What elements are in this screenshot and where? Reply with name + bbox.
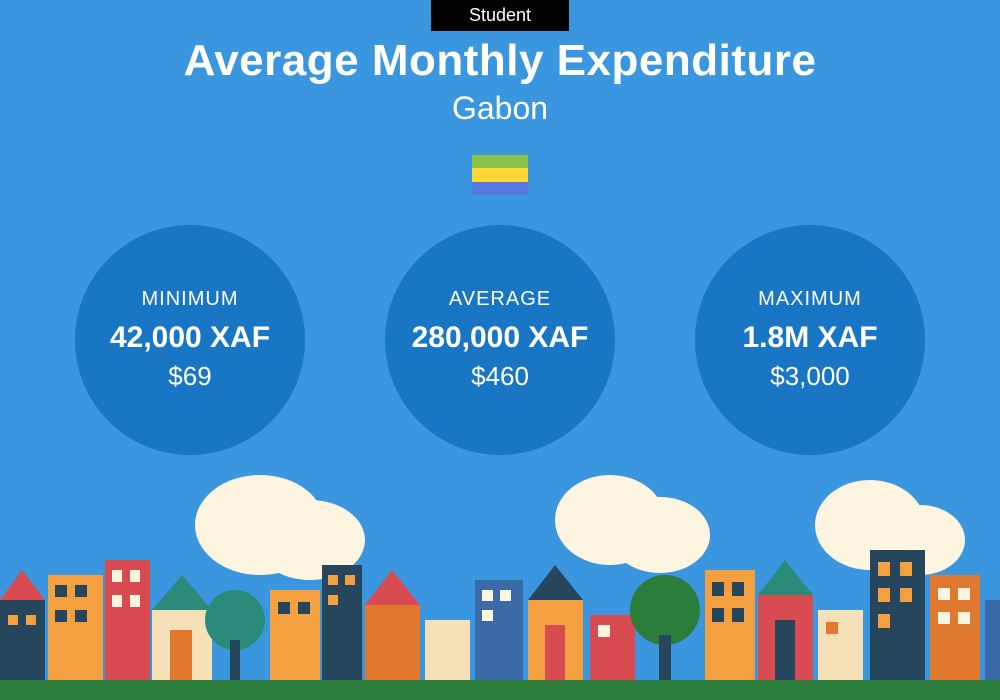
stat-value: 42,000 XAF — [110, 321, 270, 355]
cityscape-illustration — [0, 470, 1000, 700]
infographic-canvas: Student Average Monthly Expenditure Gabo… — [0, 0, 1000, 700]
stat-circle-minimum: MINIMUM 42,000 XAF $69 — [75, 225, 305, 455]
stat-circle-maximum: MAXIMUM 1.8M XAF $3,000 — [695, 225, 925, 455]
stat-value: 1.8M XAF — [742, 321, 877, 355]
country-flag-icon — [472, 155, 528, 195]
flag-stripe-top — [472, 155, 528, 168]
stat-label: MINIMUM — [142, 288, 239, 311]
flag-stripe-bot — [472, 182, 528, 195]
badge-text: Student — [469, 5, 531, 25]
stat-usd: $69 — [168, 361, 211, 392]
page-title: Average Monthly Expenditure — [0, 36, 1000, 86]
stat-label: AVERAGE — [449, 288, 551, 311]
stat-value: 280,000 XAF — [412, 321, 589, 355]
stat-circles-row: MINIMUM 42,000 XAF $69 AVERAGE 280,000 X… — [0, 225, 1000, 455]
country-subtitle: Gabon — [0, 90, 1000, 127]
flag-stripe-mid — [472, 168, 528, 181]
stat-usd: $460 — [471, 361, 529, 392]
stat-usd: $3,000 — [770, 361, 850, 392]
stat-circle-average: AVERAGE 280,000 XAF $460 — [385, 225, 615, 455]
category-badge: Student — [431, 0, 569, 31]
stat-label: MAXIMUM — [758, 288, 862, 311]
